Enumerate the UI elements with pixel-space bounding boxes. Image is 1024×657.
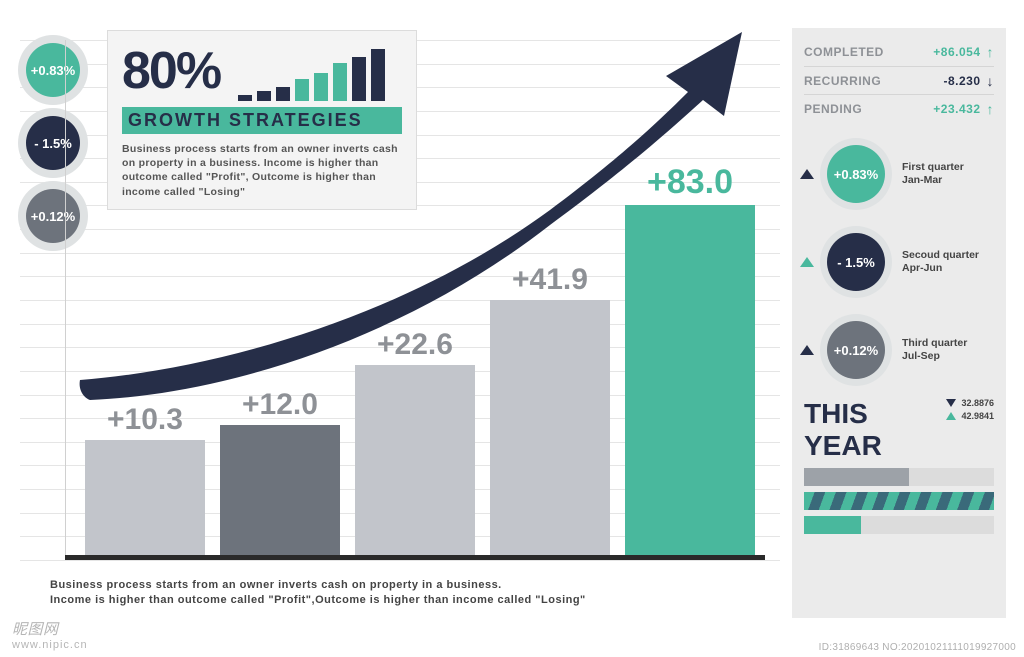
triangle-up-icon [800, 257, 814, 267]
arrow-up-icon: ↑ [987, 44, 995, 60]
main-bar-3 [490, 300, 610, 555]
main-bar-label-1: +12.0 [215, 388, 345, 422]
this-year-title: THIS YEAR [804, 398, 936, 462]
image-id-text: ID:31869643 NO:20201021111019927000 [819, 642, 1016, 653]
quarter-row-1: - 1.5% Secoud quarterApr-Jun [792, 218, 1006, 306]
stat-row-1: RECURRING -8.230↓ [804, 66, 994, 94]
right-stats-panel: COMPLETED +86.054↑ RECURRING -8.230↓ PENDING… [792, 28, 1006, 618]
quarter-circles-list: +0.83% First quarterJan-Mar - 1.5% Secoud q… [792, 130, 1006, 394]
stat-label: RECURRING [804, 74, 881, 88]
quarter-label: Secoud quarterApr-Jun [902, 249, 979, 275]
watermark: 昵图网 www.nipic.cn [12, 618, 88, 651]
main-bar-2 [355, 365, 475, 555]
quarter-row-0: +0.83% First quarterJan-Mar [792, 130, 1006, 218]
main-bar-label-0: +10.3 [80, 403, 210, 437]
legend-item: 32.8876 [946, 398, 994, 408]
stat-value: -8.230↓ [943, 73, 994, 89]
triangle-down-icon [946, 399, 956, 407]
this-year-legend: 32.8876 42.9841 [946, 398, 994, 424]
ty-bar-row-1 [804, 492, 994, 510]
watermark-line2: www.nipic.cn [12, 639, 88, 651]
ty-bar-fill [804, 468, 909, 486]
arrow-up-icon: ↑ [987, 101, 995, 117]
footer-description: Business process starts from an owner in… [50, 578, 690, 609]
arrow-down-icon: ↓ [987, 73, 995, 89]
main-bar-4 [625, 205, 755, 555]
quarter-label: First quarterJan-Mar [902, 161, 964, 187]
main-bar-0 [85, 440, 205, 555]
ty-bar-row-2 [804, 516, 994, 534]
triangle-up-icon [946, 412, 956, 420]
stat-label: PENDING [804, 102, 862, 116]
this-year-bars [804, 468, 994, 534]
main-bar-1 [220, 425, 340, 555]
triangle-up-icon [800, 345, 814, 355]
quarter-row-2: +0.12% Third quarterJul-Sep [792, 306, 1006, 394]
main-bar-chart: +10.3+12.0+22.6+41.9 +83.0 [65, 40, 765, 560]
top-stats-list: COMPLETED +86.054↑ RECURRING -8.230↓ PENDING… [792, 28, 1006, 130]
quarter-label: Third quarterJul-Sep [902, 337, 967, 363]
main-bar-label-4: +83.0 [620, 163, 760, 202]
triangle-up-icon [800, 169, 814, 179]
ty-bar-fill [804, 516, 861, 534]
ty-bar-fill [804, 492, 994, 510]
watermark-line1: 昵图网 [12, 621, 59, 638]
stat-value: +23.432↑ [933, 101, 994, 117]
x-axis [65, 555, 765, 560]
stat-value: +86.054↑ [933, 44, 994, 60]
y-axis [65, 40, 66, 560]
quarter-circle: +0.83% [820, 138, 892, 210]
main-bar-label-2: +22.6 [350, 328, 480, 362]
this-year-section: THIS YEAR 32.8876 42.9841 [792, 394, 1006, 534]
quarter-circle: +0.12% [820, 314, 892, 386]
stat-row-2: PENDING +23.432↑ [804, 94, 994, 122]
legend-item: 42.9841 [946, 411, 994, 421]
stat-label: COMPLETED [804, 45, 884, 59]
ty-bar-row-0 [804, 468, 994, 486]
quarter-circle: - 1.5% [820, 226, 892, 298]
stat-row-0: COMPLETED +86.054↑ [804, 38, 994, 66]
main-bar-label-3: +41.9 [485, 263, 615, 297]
